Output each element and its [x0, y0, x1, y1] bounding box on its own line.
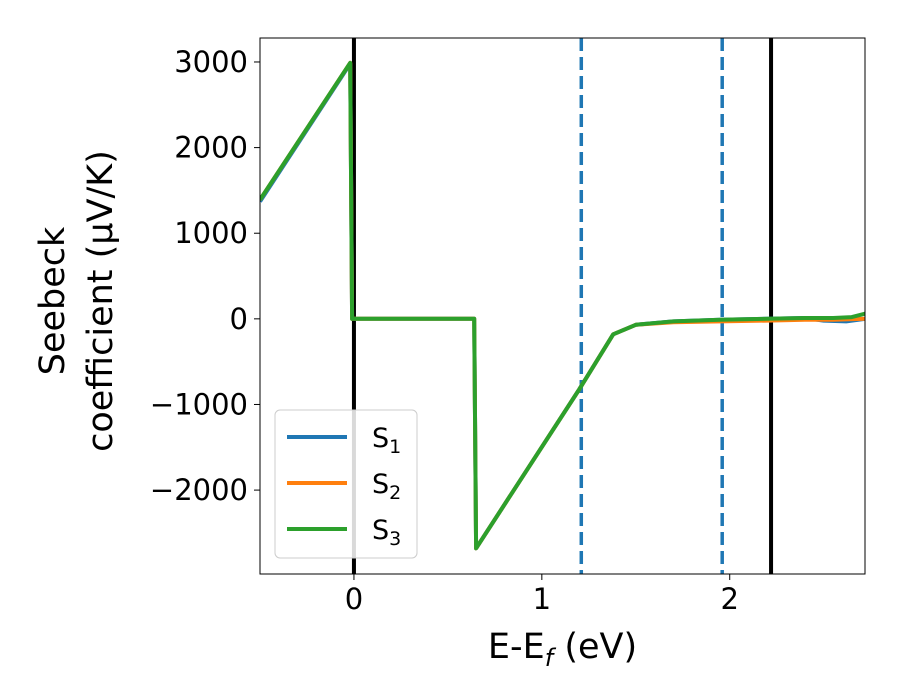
- legend: S1 S2 S3: [274, 409, 418, 559]
- y-tick-label: −1000: [150, 387, 248, 421]
- series-line-S3: [260, 60, 865, 551]
- x-tick-label: 2: [720, 582, 738, 616]
- y-axis-title-line1: Seebeck: [33, 226, 73, 375]
- legend-label: S2: [372, 469, 401, 504]
- x-tick-label: 1: [533, 582, 551, 616]
- x-axis-title: E-Ef (eV): [488, 627, 637, 672]
- legend-label: S1: [372, 423, 401, 458]
- series-lines: [260, 60, 865, 551]
- y-tick-label: 1000: [174, 216, 248, 250]
- x-tick-label: 0: [345, 582, 363, 616]
- y-tick-label: 2000: [174, 131, 248, 165]
- axis-ticks: 0 1 2 3000 2000 1000 0 −1000 −2000: [150, 45, 739, 616]
- y-axis-title-line2: coefficient (μV/K): [81, 150, 121, 452]
- legend-label: S3: [372, 515, 401, 550]
- y-tick-label: 0: [230, 302, 248, 336]
- plot-frame: [259, 37, 866, 575]
- y-tick-label: 3000: [174, 45, 248, 79]
- y-tick-label: −2000: [150, 473, 248, 507]
